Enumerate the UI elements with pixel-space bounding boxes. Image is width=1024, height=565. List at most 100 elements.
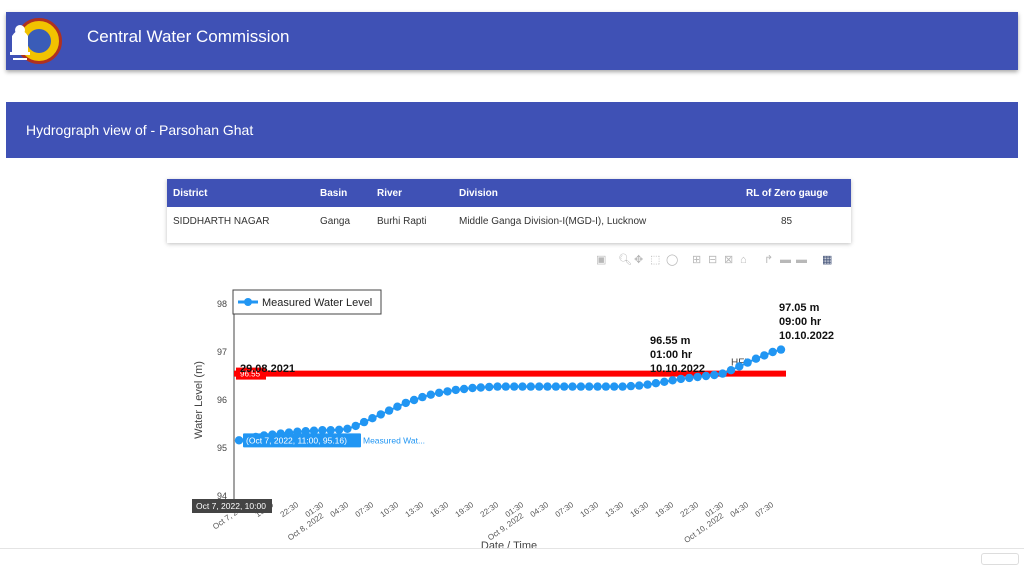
app-title: Central Water Commission	[87, 27, 290, 46]
hfl-tag-label: HFL	[268, 370, 284, 379]
data-point	[718, 369, 727, 378]
annotation-label: 09:00 hr	[779, 316, 822, 328]
zoom-in-icon[interactable]: ⊞	[692, 254, 702, 266]
hover-x-label-text: Oct 7, 2022, 10:00	[196, 501, 266, 511]
page-title: Hydrograph view of - Parsohan Ghat	[26, 122, 254, 138]
data-point	[443, 387, 452, 396]
autoscale-icon[interactable]: ⊠	[724, 254, 734, 266]
data-point	[476, 383, 485, 392]
data-point	[434, 388, 444, 397]
annotation-label: 29.08.2021	[240, 363, 295, 375]
data-point	[309, 426, 319, 435]
x-tick-label: 22:30	[679, 500, 701, 519]
col-division: Division	[459, 188, 498, 199]
x-tick-label: 16:30	[429, 500, 451, 519]
hover-tooltip-text: (Oct 7, 2022, 11:00, 95.16)	[246, 435, 347, 445]
x-axis-title: Date / Time	[481, 540, 537, 552]
data-point	[643, 380, 652, 389]
legend-label: Measured Water Level	[262, 297, 372, 309]
data-point	[418, 392, 427, 402]
data-point	[660, 377, 669, 386]
col-rl-zero-gauge: RL of Zero gauge	[746, 188, 829, 199]
x-tick-label: Oct 10, 2022	[682, 511, 725, 545]
annotation-label: 01:00 hr	[650, 349, 693, 361]
data-point	[359, 417, 369, 427]
data-point	[501, 382, 510, 391]
data-point	[468, 383, 477, 393]
data-point	[551, 382, 561, 391]
data-point	[351, 421, 360, 431]
x-tick-label: 10:30	[579, 500, 601, 519]
data-point	[334, 425, 344, 434]
data-point	[751, 354, 761, 363]
data-point	[485, 382, 494, 392]
data-point	[384, 406, 394, 415]
x-tick-label: 07:30	[754, 500, 776, 519]
data-point	[518, 382, 527, 391]
data-point	[510, 382, 519, 391]
corner-button[interactable]	[981, 553, 1019, 565]
hover-x-label-box	[192, 499, 272, 513]
zoom-icon[interactable]: 🔍︎	[618, 254, 632, 266]
x-tick-label: 22:30	[279, 500, 301, 519]
data-point	[409, 395, 419, 405]
x-tick-label: 04:30	[729, 500, 751, 519]
x-tick-label: 19:30	[454, 500, 476, 519]
reset-axes-icon[interactable]: ⌂	[740, 254, 747, 266]
x-tick-label: 10:30	[379, 500, 401, 519]
data-point	[676, 374, 686, 384]
data-point	[760, 351, 769, 360]
x-tick-label: 07:30	[354, 500, 376, 519]
data-point	[568, 382, 577, 391]
pan-icon[interactable]: ✥	[634, 254, 644, 266]
data-point	[668, 376, 677, 385]
data-point	[326, 426, 335, 435]
y-tick-label: 98	[217, 299, 227, 309]
closest-hover-icon[interactable]: ▬	[796, 254, 807, 266]
data-point	[560, 382, 569, 391]
x-tick-label: 04:30	[529, 500, 551, 519]
data-point	[543, 382, 552, 391]
data-point	[526, 382, 535, 391]
data-point	[601, 382, 611, 391]
data-point	[610, 382, 619, 391]
spike-lines-icon[interactable]: ↱	[764, 254, 774, 266]
hover-tooltip-box	[243, 433, 361, 448]
x-tick-label: 19:30	[654, 500, 676, 519]
cell-basin: Ganga	[320, 216, 351, 227]
data-point	[459, 384, 469, 394]
data-point	[451, 385, 460, 395]
station-info-table: District Basin River Division RL of Zero…	[167, 179, 851, 243]
hfl-tag-value: 96.55	[240, 370, 261, 379]
data-point	[635, 381, 644, 390]
data-point	[651, 379, 661, 388]
data-point	[693, 372, 702, 382]
data-point	[618, 382, 627, 391]
col-river: River	[377, 188, 403, 199]
x-tick-label: 13:30	[604, 500, 626, 519]
box-select-icon[interactable]: ⬚	[650, 254, 661, 266]
compare-hover-icon[interactable]: ▬	[780, 254, 791, 266]
data-point	[343, 424, 352, 433]
data-point	[776, 345, 786, 354]
data-point	[585, 382, 594, 391]
data-point	[368, 414, 377, 423]
col-basin: Basin	[320, 188, 348, 199]
lasso-select-icon[interactable]: ◯	[666, 254, 679, 266]
x-tick-label: 07:30	[554, 500, 576, 519]
hydrograph-chart[interactable]: ▣ 🔍︎ ✥ ⬚ ◯ ⊞ ⊟ ⊠ ⌂ ↱ ▬ ▬ ▦ 94 95 96 97 98 Wat…	[174, 248, 842, 552]
zoom-out-icon[interactable]: ⊟	[708, 254, 718, 266]
y-tick-label: 95	[217, 443, 227, 453]
cell-river: Burhi Rapti	[377, 216, 427, 227]
data-point	[426, 390, 435, 399]
plotly-logo-icon[interactable]: ▦	[822, 254, 833, 266]
data-point	[743, 358, 752, 367]
camera-icon[interactable]: ▣	[596, 254, 607, 266]
data-point	[376, 410, 385, 419]
data-point	[701, 371, 711, 381]
annotation-label: 97.05 m	[779, 302, 820, 314]
data-point	[685, 373, 694, 383]
x-tick-label: 22:30	[479, 500, 501, 519]
x-tick-label: 16:30	[629, 500, 651, 519]
